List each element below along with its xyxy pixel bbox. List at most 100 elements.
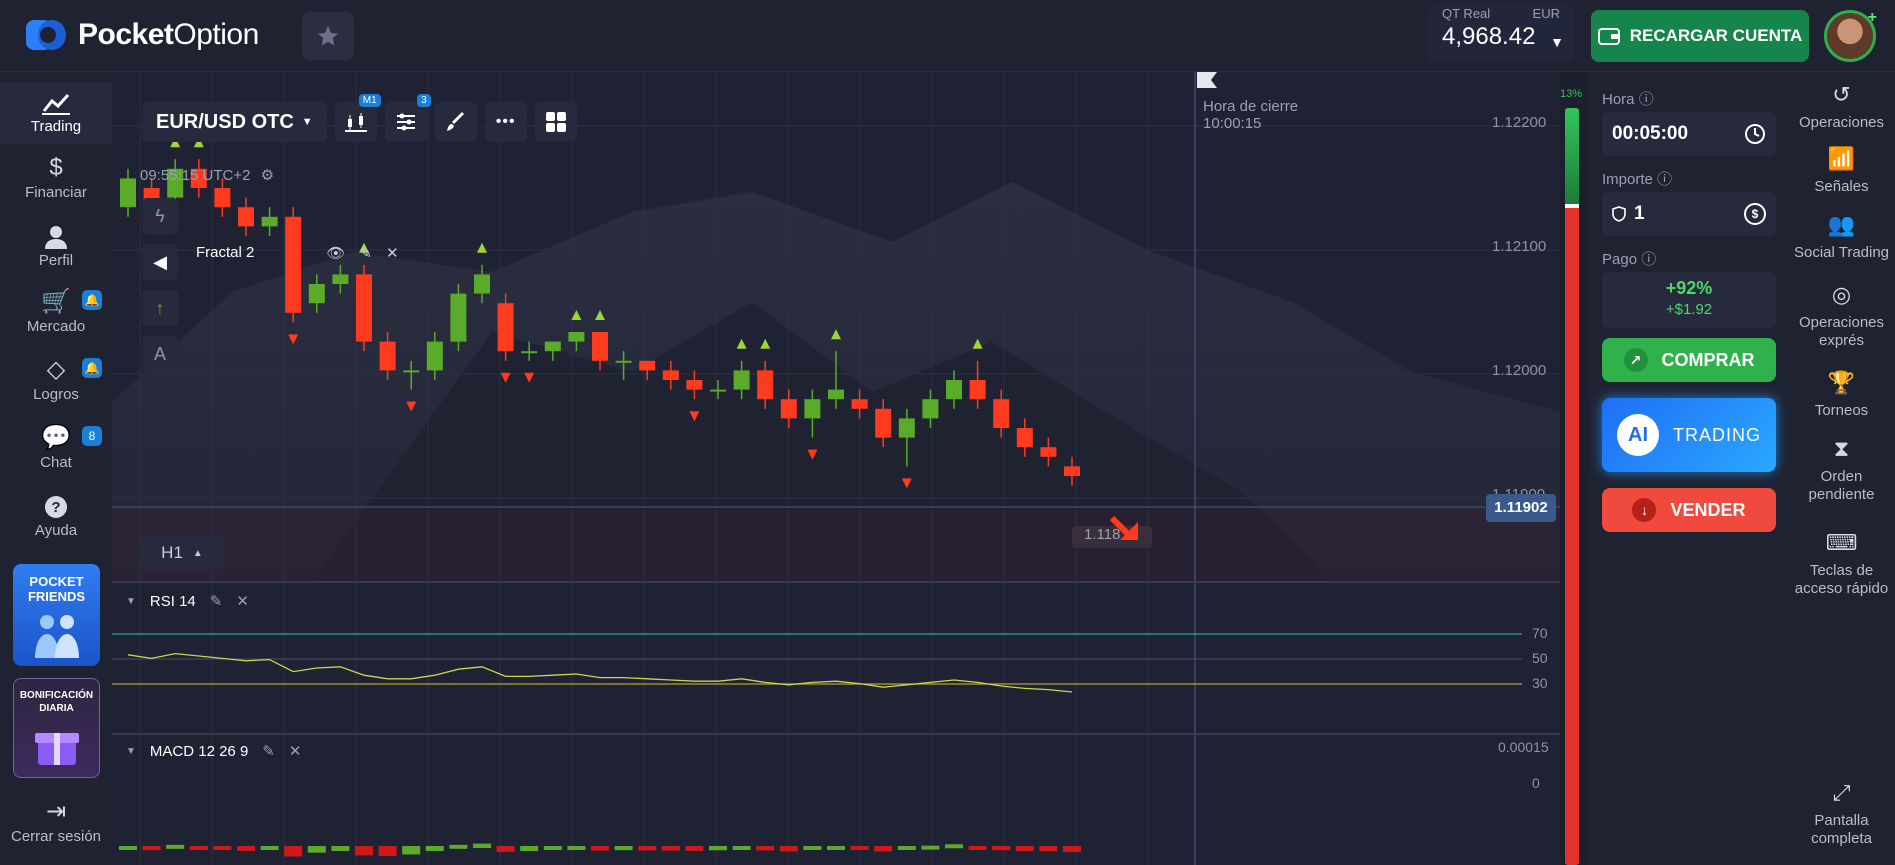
svg-text:?: ? <box>51 499 60 516</box>
asset-pair: EUR/USD OTC <box>156 110 294 133</box>
sell-label: VENDER <box>1670 499 1746 520</box>
candle <box>898 418 915 438</box>
candle <box>238 207 254 227</box>
sidebar-item-torneos[interactable]: 🏆 Torneos <box>1788 372 1895 420</box>
help-icon[interactable]: ⓘ <box>1657 171 1673 188</box>
sidebar-item-social-trading[interactable]: 👥 Social Trading <box>1788 214 1895 262</box>
help-icon[interactable]: ⓘ <box>1641 251 1657 268</box>
layout-button[interactable] <box>534 102 577 142</box>
sidebar-item-ayuda[interactable]: ? Ayuda <box>0 492 112 539</box>
macd-bar <box>897 846 916 850</box>
sidebar-item-senales[interactable]: 📶 Señales <box>1788 148 1895 196</box>
sidebar-item-label: Trading <box>30 118 82 135</box>
caret-down-icon[interactable]: ▼ <box>126 745 136 757</box>
eye-icon[interactable]: 👁 <box>326 245 346 262</box>
macd-bar <box>591 846 609 851</box>
expiry-time-value: 00:05:00 <box>1612 123 1689 144</box>
sidebar-item-teclas[interactable]: ⌨ Teclas de acceso rápido <box>1788 532 1895 598</box>
asset-selector[interactable]: EUR/USD OTC ▼ <box>142 102 327 142</box>
candle <box>875 408 892 438</box>
sidebar-item-trading[interactable]: Trading <box>0 82 112 144</box>
amount-input[interactable]: 1 $ <box>1602 192 1776 236</box>
expiry-time-input[interactable]: 00:05:00 <box>1602 112 1776 156</box>
close-icon[interactable]: ✕ <box>385 245 399 262</box>
macd-bar <box>992 846 1011 851</box>
macd-bar <box>260 846 279 850</box>
candle <box>332 274 349 284</box>
arrow-tool-button[interactable]: ↑ <box>142 290 178 326</box>
sidebar-item-label: Señales <box>1814 178 1869 195</box>
candle <box>993 399 1010 428</box>
macd-bar <box>331 846 350 851</box>
candle <box>1016 428 1033 448</box>
flag-icon <box>1197 72 1217 88</box>
sidebar-item-perfil[interactable]: Perfil <box>0 222 112 269</box>
buy-button[interactable]: ↗ COMPRAR <box>1602 338 1776 382</box>
currency: EUR <box>1532 6 1560 21</box>
candle <box>426 341 443 371</box>
sidebar-item-operaciones-expres[interactable]: ◎ Operaciones exprés <box>1788 284 1895 350</box>
chart-type-button[interactable]: M1 <box>334 94 381 142</box>
sidebar-item-operaciones[interactable]: ↺ Operaciones <box>1788 84 1895 132</box>
chart-side-tools: ϟ ◀ ↑ A <box>142 198 178 382</box>
sidebar-item-logros[interactable]: 🔔 ◇ Logros <box>0 356 112 403</box>
timeframe-button[interactable]: H1 ▲ <box>140 536 224 570</box>
star-icon <box>318 26 338 46</box>
indicators-button[interactable]: 3 <box>384 94 431 142</box>
candles-icon <box>344 113 367 132</box>
shield-icon <box>1612 206 1626 222</box>
chart-area[interactable] <box>112 72 1560 865</box>
candle <box>544 341 561 352</box>
pencil-icon[interactable]: ✎ <box>209 593 223 610</box>
pocket-friends-banner[interactable]: POCKET FRIENDS <box>13 564 100 666</box>
macd-bar <box>543 846 562 850</box>
fractal-down-marker <box>288 334 299 345</box>
logo[interactable]: PocketOption <box>24 16 259 54</box>
macd-level: 0 <box>1532 775 1540 791</box>
candle <box>733 370 750 390</box>
pencil-icon[interactable]: ✎ <box>262 743 275 760</box>
recharge-button[interactable]: RECARGAR CUENTA <box>1591 10 1809 62</box>
close-time-title: Hora de cierre <box>1203 98 1299 115</box>
daily-bonus-banner[interactable]: BONIFICACIÓN DIARIA <box>13 678 100 778</box>
fractal-down-marker <box>901 478 912 489</box>
candlestick-chart <box>119 137 1081 857</box>
candle <box>710 389 726 392</box>
sidebar-item-orden-pendiente[interactable]: ⧗ Orden pendiente <box>1788 438 1895 504</box>
sidebar-item-label: Operaciones <box>1798 114 1885 131</box>
dollar-circle-icon[interactable]: $ <box>1744 203 1766 225</box>
sidebar-item-label: Ayuda <box>34 522 78 539</box>
balance-selector[interactable]: QT Real EUR 4,968.42 ▼ <box>1428 4 1574 62</box>
more-button[interactable]: ••• <box>484 102 527 142</box>
collapse-button[interactable]: ◀ <box>142 244 178 280</box>
drawing-tools-button[interactable] <box>434 102 477 142</box>
sidebar-item-financiar[interactable]: $ Financiar <box>0 154 112 201</box>
logout-button[interactable]: ⇥ Cerrar sesión <box>0 798 112 845</box>
macd-bar <box>685 846 704 851</box>
pencil-icon[interactable]: ✎ <box>359 245 372 262</box>
fullscreen-button[interactable]: ⤢ Pantalla completa <box>1788 782 1895 848</box>
close-time-value: 10:00:15 <box>1203 115 1262 132</box>
payout-box: +92% +$1.92 <box>1602 272 1776 328</box>
clock-icon[interactable] <box>1744 123 1766 145</box>
avatar[interactable]: + <box>1824 9 1877 62</box>
help-icon[interactable]: ⓘ <box>1638 91 1654 108</box>
candle <box>261 216 278 227</box>
rsi-level: 30 <box>1532 675 1548 691</box>
ai-trading-button[interactable]: AI TRADING <box>1602 398 1776 472</box>
sidebar-item-mercado[interactable]: 🔔 🛒 Mercado <box>0 288 112 335</box>
server-time: 09:55:15 UTC+2 ⚙ <box>140 166 274 184</box>
sidebar-item-chat[interactable]: 8 💬 Chat <box>0 424 112 471</box>
caret-down-icon[interactable]: ▼ <box>126 595 136 607</box>
quick-trade-button[interactable]: ϟ <box>142 198 178 234</box>
gear-icon[interactable]: ⚙ <box>260 167 275 184</box>
favorites-button[interactable] <box>302 12 354 60</box>
recharge-label: RECARGAR CUENTA <box>1629 26 1803 45</box>
rsi-header: ▼ RSI 14 ✎ ✕ <box>126 592 249 611</box>
sell-button[interactable]: ↓ VENDER <box>1602 488 1776 532</box>
fractal-up-marker <box>170 137 181 148</box>
fractal-up-marker <box>831 329 841 340</box>
close-icon[interactable]: ✕ <box>288 743 302 760</box>
text-tool-button[interactable]: A <box>142 336 178 372</box>
close-icon[interactable]: ✕ <box>236 593 249 610</box>
